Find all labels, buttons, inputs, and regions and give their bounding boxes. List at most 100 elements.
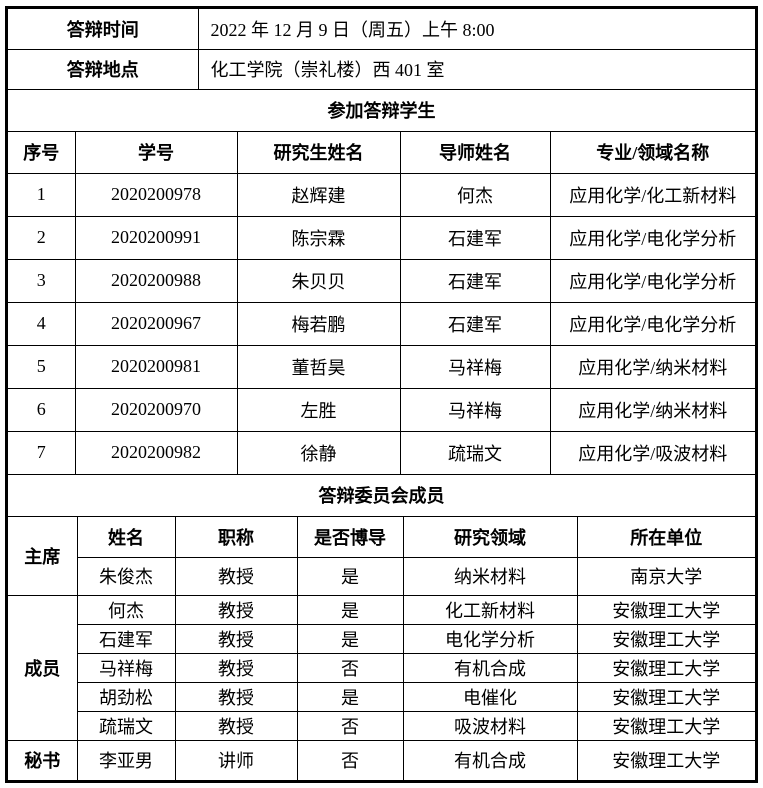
- committee-field-cell: 电催化: [403, 682, 578, 712]
- committee-doctoral-cell: 否: [297, 653, 404, 683]
- students-table: 序号 学号 研究生姓名 导师姓名 专业/领域名称 1 2020200978 赵辉…: [8, 132, 755, 475]
- committee-role-member: 成员: [8, 595, 78, 741]
- committee-doctoral-cell: 否: [297, 740, 404, 780]
- defense-place-label: 答辩地点: [8, 49, 199, 90]
- committee-doctoral-cell: 是: [297, 595, 404, 625]
- student-advisor-cell: 石建军: [400, 216, 551, 260]
- student-advisor-cell: 石建军: [400, 302, 551, 346]
- student-row: 7 2020200982 徐静 疏瑞文 应用化学/吸波材料: [8, 431, 755, 475]
- student-name-cell: 董哲昊: [237, 345, 401, 389]
- student-name-cell: 朱贝贝: [237, 259, 401, 303]
- student-row: 3 2020200988 朱贝贝 石建军 应用化学/电化学分析: [8, 259, 755, 303]
- student-name-cell: 徐静: [237, 431, 401, 475]
- committee-title-cell: 教授: [175, 595, 298, 625]
- student-name-cell: 梅若鹏: [237, 302, 401, 346]
- committee-title-cell: 讲师: [175, 740, 298, 780]
- committee-row: 石建军 教授 是 电化学分析 安徽理工大学: [8, 624, 755, 654]
- committee-title-cell: 教授: [175, 682, 298, 712]
- committee-header-affiliation: 所在单位: [577, 517, 755, 558]
- student-advisor-cell: 疏瑞文: [400, 431, 551, 475]
- committee-role-secretary: 秘书: [8, 740, 78, 780]
- committee-header-row: 主席 姓名 职称 是否博导 研究领域 所在单位: [8, 517, 755, 596]
- student-major-cell: 应用化学/化工新材料: [550, 173, 755, 217]
- student-row: 1 2020200978 赵辉建 何杰 应用化学/化工新材料: [8, 173, 755, 217]
- committee-affiliation-cell: 安徽理工大学: [577, 595, 755, 625]
- committee-field-cell: 有机合成: [403, 653, 578, 683]
- committee-header-research-field: 研究领域: [403, 517, 578, 558]
- student-name-cell: 陈宗霖: [237, 216, 401, 260]
- committee-row: 胡劲松 教授 是 电催化 安徽理工大学: [8, 682, 755, 712]
- student-name-cell: 左胜: [237, 388, 401, 432]
- student-id-cell: 2020200981: [75, 345, 238, 389]
- committee-affiliation-cell: 安徽理工大学: [577, 624, 755, 654]
- committee-doctoral-cell: 是: [297, 624, 404, 654]
- student-row: 5 2020200981 董哲昊 马祥梅 应用化学/纳米材料: [8, 345, 755, 389]
- students-header-index: 序号: [8, 132, 76, 174]
- committee-doctoral-cell: 是: [297, 682, 404, 712]
- committee-doctoral-cell: 是: [297, 557, 404, 596]
- committee-field-cell: 化工新材料: [403, 595, 578, 625]
- defense-place-row: 答辩地点 化工学院（崇礼楼）西 401 室: [8, 49, 755, 90]
- committee-row: 朱俊杰 教授 是 纳米材料 南京大学: [8, 557, 755, 596]
- defense-time-row: 答辩时间 2022 年 12 月 9 日（周五）上午 8:00: [8, 9, 755, 50]
- defense-time-label: 答辩时间: [8, 9, 199, 50]
- committee-header-title: 职称: [175, 517, 298, 558]
- student-row: 2 2020200991 陈宗霖 石建军 应用化学/电化学分析: [8, 216, 755, 260]
- student-id-cell: 2020200982: [75, 431, 238, 475]
- committee-affiliation-cell: 南京大学: [577, 557, 755, 596]
- students-section-title: 参加答辩学生: [8, 90, 755, 132]
- committee-affiliation-cell: 安徽理工大学: [577, 682, 755, 712]
- students-header-id: 学号: [75, 132, 238, 174]
- committee-role-chair: 主席: [8, 517, 78, 596]
- student-advisor-cell: 马祥梅: [400, 345, 551, 389]
- defense-time-value: 2022 年 12 月 9 日（周五）上午 8:00: [198, 9, 755, 50]
- committee-section-title: 答辩委员会成员: [8, 475, 755, 517]
- committee-title-cell: 教授: [175, 711, 298, 741]
- defense-info-table: 答辩时间 2022 年 12 月 9 日（周五）上午 8:00 答辩地点 化工学…: [8, 9, 755, 90]
- student-major-cell: 应用化学/纳米材料: [550, 388, 755, 432]
- committee-name-cell: 马祥梅: [77, 653, 176, 683]
- students-header-name: 研究生姓名: [237, 132, 401, 174]
- student-index-cell: 5: [8, 345, 76, 389]
- committee-title-cell: 教授: [175, 653, 298, 683]
- student-row: 6 2020200970 左胜 马祥梅 应用化学/纳米材料: [8, 388, 755, 432]
- committee-name-cell: 何杰: [77, 595, 176, 625]
- committee-table: 主席 姓名 职称 是否博导 研究领域 所在单位 朱俊杰 教授 是 纳米材料 南京…: [8, 517, 755, 780]
- committee-name-cell: 李亚男: [77, 740, 176, 780]
- student-major-cell: 应用化学/电化学分析: [550, 216, 755, 260]
- student-id-cell: 2020200978: [75, 173, 238, 217]
- committee-row: 疏瑞文 教授 否 吸波材料 安徽理工大学: [8, 711, 755, 741]
- student-major-cell: 应用化学/纳米材料: [550, 345, 755, 389]
- committee-name-cell: 朱俊杰: [77, 557, 176, 596]
- student-id-cell: 2020200967: [75, 302, 238, 346]
- student-index-cell: 7: [8, 431, 76, 475]
- student-index-cell: 1: [8, 173, 76, 217]
- committee-row: 成员 何杰 教授 是 化工新材料 安徽理工大学: [8, 595, 755, 741]
- committee-row: 马祥梅 教授 否 有机合成 安徽理工大学: [8, 653, 755, 683]
- committee-name-cell: 疏瑞文: [77, 711, 176, 741]
- committee-affiliation-cell: 安徽理工大学: [612, 751, 721, 772]
- student-advisor-cell: 何杰: [400, 173, 551, 217]
- student-major-cell: 应用化学/电化学分析: [550, 259, 755, 303]
- defense-schedule-document: 答辩时间 2022 年 12 月 9 日（周五）上午 8:00 答辩地点 化工学…: [5, 6, 758, 783]
- committee-affiliation-cell: 安徽理工大学: [577, 653, 755, 683]
- students-header-advisor: 导师姓名: [400, 132, 551, 174]
- student-index-cell: 2: [8, 216, 76, 260]
- committee-row: 秘书 李亚男 讲师 否 有机合成 安徽理工大学: [8, 740, 755, 780]
- committee-doctoral-cell: 否: [297, 711, 404, 741]
- committee-field-cell: 有机合成: [403, 740, 578, 780]
- student-index-cell: 3: [8, 259, 76, 303]
- committee-header-doctoral-supervisor: 是否博导: [297, 517, 404, 558]
- student-id-cell: 2020200970: [75, 388, 238, 432]
- committee-name-cell: 石建军: [77, 624, 176, 654]
- committee-title-cell: 教授: [175, 624, 298, 654]
- committee-field-cell: 纳米材料: [403, 557, 578, 596]
- student-major-cell: 应用化学/吸波材料: [550, 431, 755, 475]
- student-advisor-cell: 石建军: [400, 259, 551, 303]
- committee-field-cell: 吸波材料: [403, 711, 578, 741]
- defense-place-value: 化工学院（崇礼楼）西 401 室: [198, 49, 755, 90]
- committee-field-cell: 电化学分析: [403, 624, 578, 654]
- committee-name-cell: 胡劲松: [77, 682, 176, 712]
- student-name-cell: 赵辉建: [237, 173, 401, 217]
- student-major-cell: 应用化学/电化学分析: [550, 302, 755, 346]
